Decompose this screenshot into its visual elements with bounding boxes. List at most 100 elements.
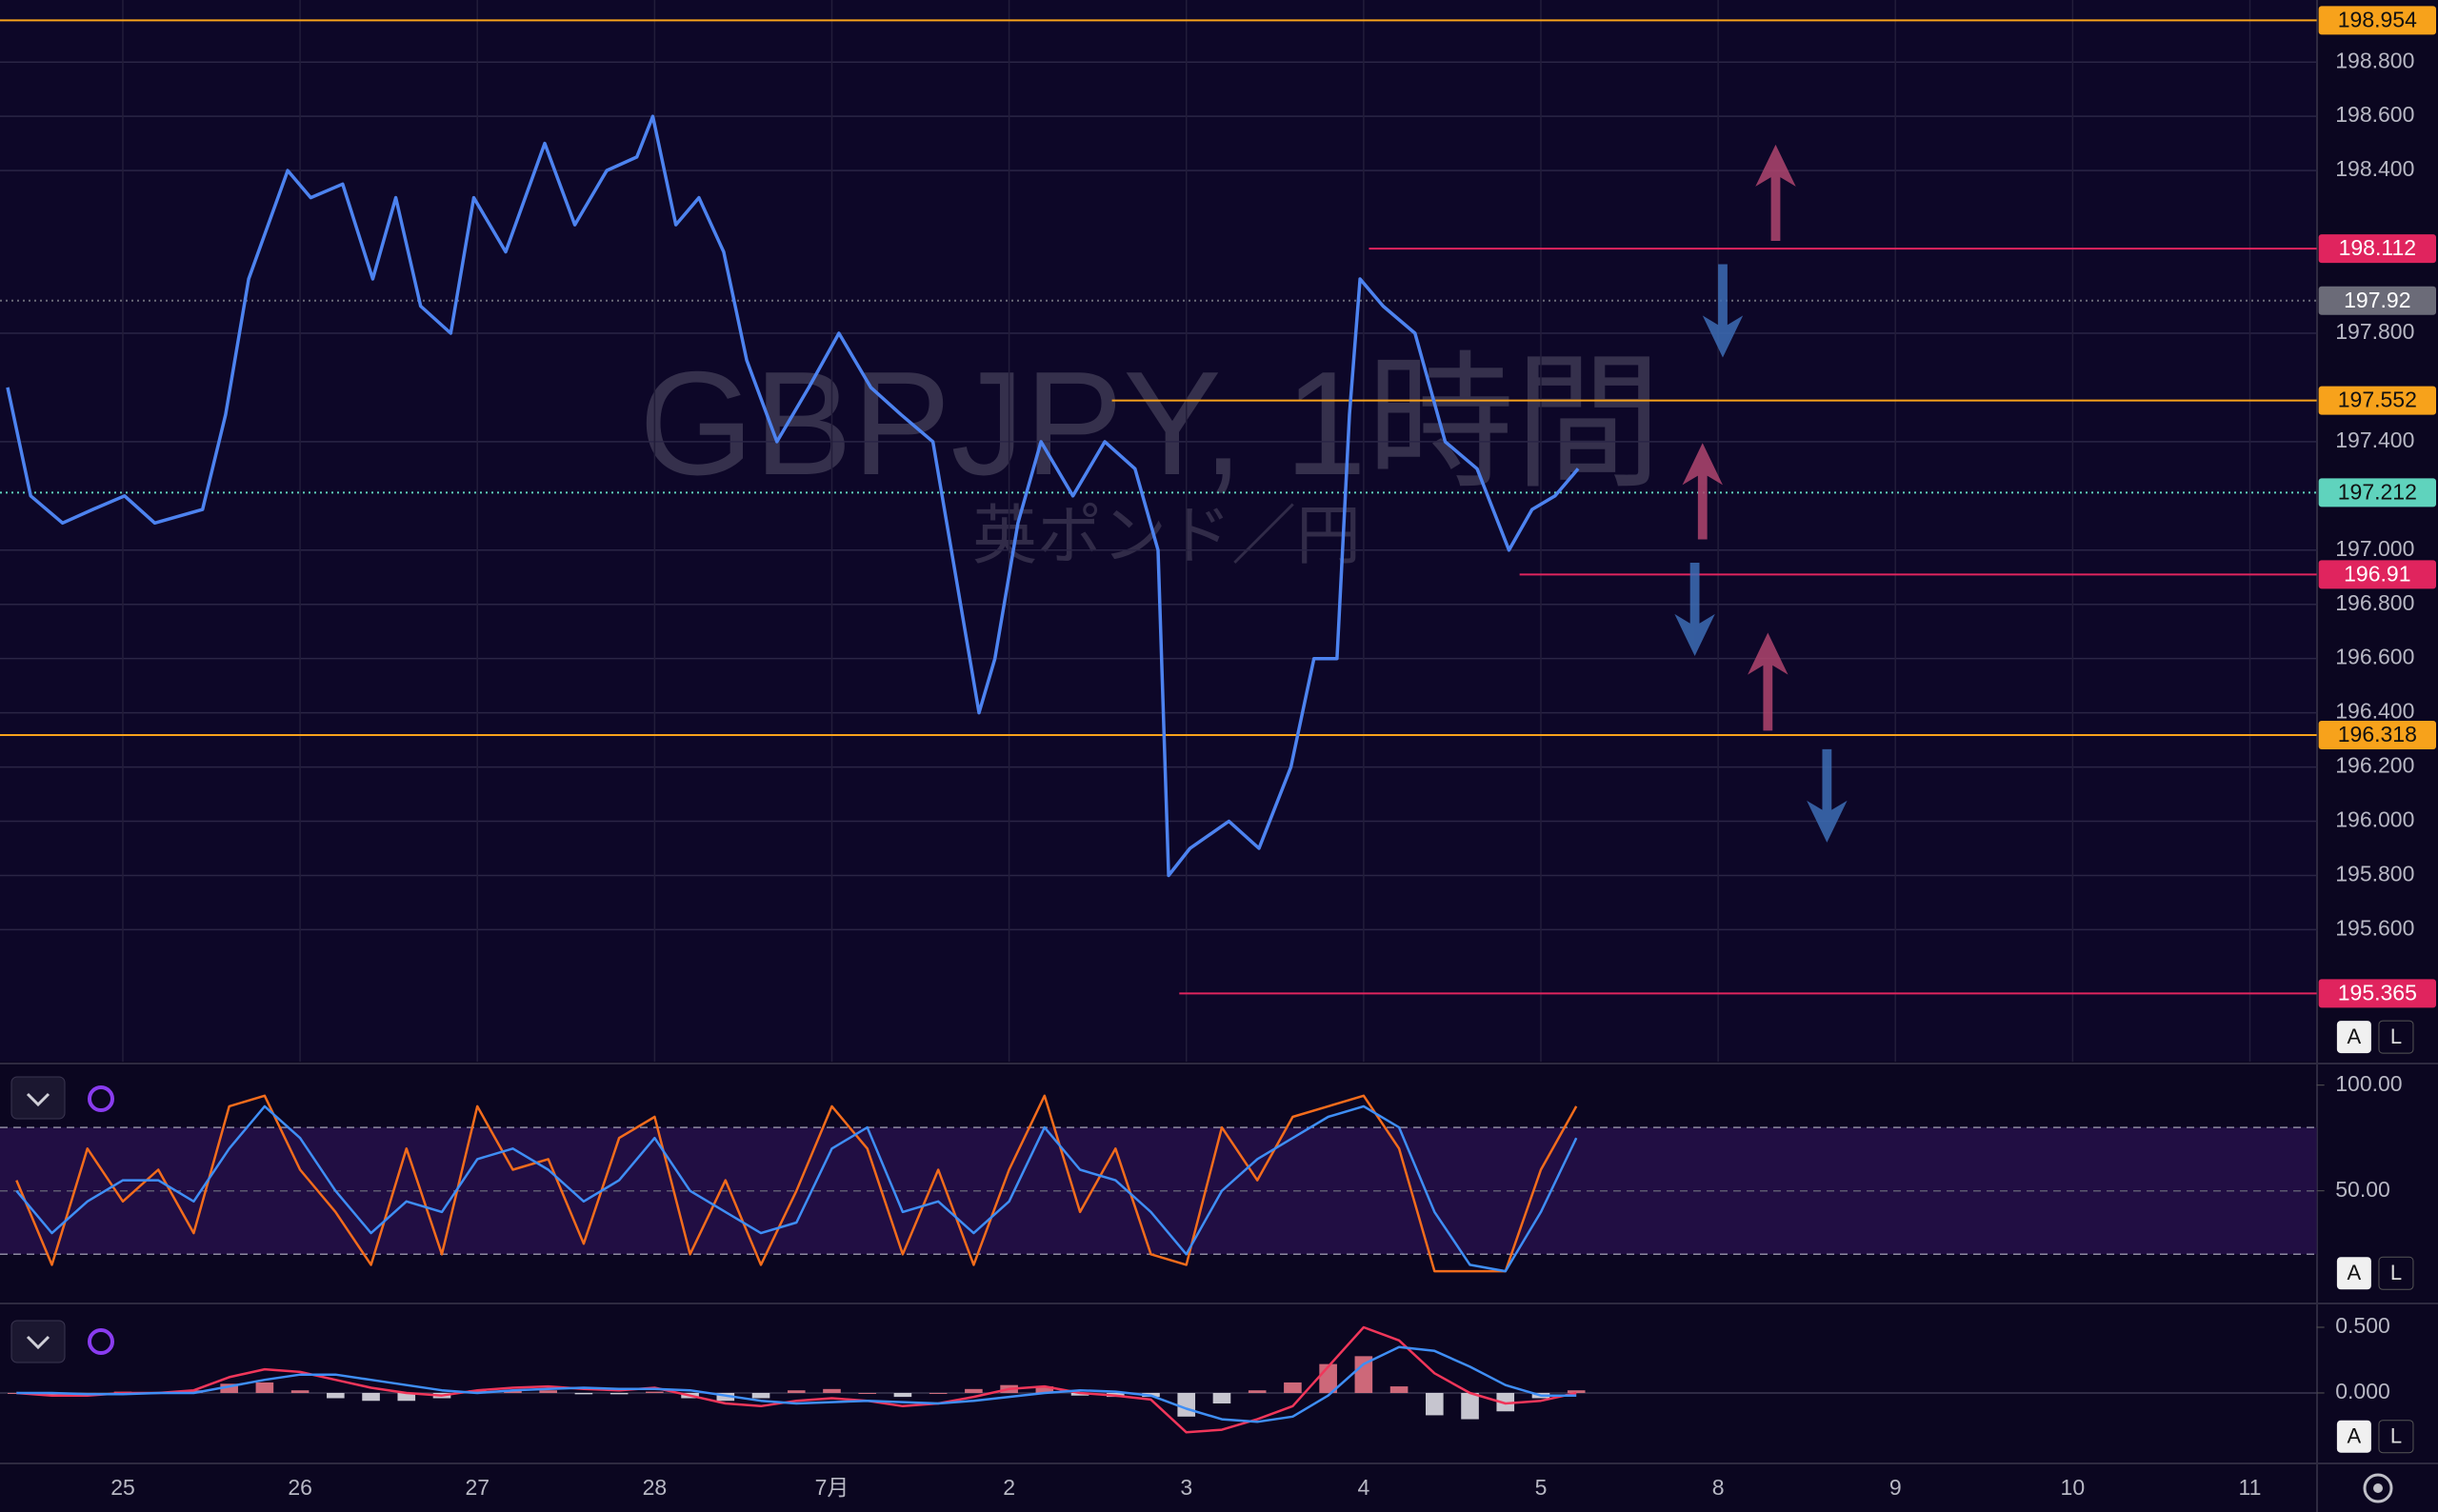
price-tag-label: 196.318 [2338, 722, 2417, 746]
log-scale-label: L [2390, 1025, 2402, 1048]
histogram-bar [1496, 1392, 1515, 1412]
series-line [15, 1094, 1578, 1273]
price-tag-label: 198.112 [2339, 235, 2416, 260]
y-tick-label: 197.000 [2335, 536, 2414, 561]
x-tick-label: 8 [1712, 1475, 1725, 1500]
histogram-bar [1212, 1392, 1231, 1404]
collapse-button[interactable] [10, 1076, 66, 1120]
oscillator-band [0, 1127, 2317, 1255]
histogram-bar [893, 1392, 912, 1398]
y-tick-label: 0.500 [2335, 1313, 2390, 1338]
x-tick-label: 5 [1535, 1475, 1548, 1500]
series-line [16, 1345, 1577, 1423]
chevron-icon [26, 1092, 50, 1107]
y-tick-label: 198.600 [2335, 102, 2414, 127]
x-tick-label: 28 [643, 1475, 668, 1500]
histogram-bar [1035, 1386, 1054, 1393]
y-tick-label: 198.800 [2335, 48, 2414, 72]
y-tick-label: 195.600 [2335, 916, 2414, 941]
histogram-bar [327, 1392, 345, 1399]
price-tag-label: 197.92 [2344, 288, 2410, 312]
y-tick-label: 198.400 [2335, 156, 2414, 181]
y-tick-label: 50.00 [2335, 1177, 2390, 1202]
y-tick-label: 196.400 [2335, 699, 2414, 724]
y-tick-label: 0.000 [2335, 1379, 2390, 1403]
x-tick-label: 27 [465, 1475, 490, 1500]
histogram-bar [787, 1390, 806, 1393]
histogram-bar [1567, 1390, 1586, 1393]
histogram-bar [1177, 1392, 1196, 1417]
histogram-bar [397, 1392, 416, 1402]
price-tag-label: 196.91 [2344, 561, 2410, 586]
log-scale-label: L [2390, 1424, 2402, 1448]
histogram-bar [1389, 1386, 1409, 1393]
y-tick-label: 197.400 [2335, 428, 2414, 452]
log-scale-button[interactable] [2378, 1420, 2414, 1454]
price-tag-label: 198.954 [2338, 7, 2417, 31]
histogram-bar [362, 1392, 380, 1402]
auto-scale-label: A [2348, 1261, 2362, 1284]
auto-scale-button[interactable] [2336, 1257, 2371, 1290]
refresh-icon[interactable] [88, 1085, 114, 1112]
auto-scale-label: A [2348, 1025, 2362, 1048]
price-tag [2318, 720, 2436, 749]
y-tick-label: 196.000 [2335, 807, 2414, 832]
arrow-down [1807, 748, 1848, 843]
auto-scale-button[interactable] [2336, 1420, 2371, 1453]
histogram-bar [646, 1391, 664, 1393]
log-scale-button[interactable] [2378, 1256, 2414, 1290]
x-tick-label: 7月 [815, 1475, 849, 1500]
histogram-bar [255, 1382, 274, 1393]
log-scale-button[interactable] [2378, 1020, 2414, 1054]
watermark-title: GBPJPY, 1時間 [639, 341, 1662, 506]
x-tick-label: 10 [2061, 1475, 2086, 1500]
refresh-icon[interactable] [88, 1328, 114, 1355]
y-tick-label: 196.800 [2335, 590, 2414, 615]
histogram-bar [823, 1388, 841, 1393]
y-tick-label: 196.200 [2335, 753, 2414, 778]
histogram-bar [1070, 1392, 1089, 1396]
histogram-bar [468, 1390, 487, 1393]
histogram-bar [1354, 1356, 1373, 1393]
y-tick-label: 195.800 [2335, 862, 2414, 886]
histogram-bar [716, 1392, 735, 1402]
x-tick-label: 2 [1003, 1475, 1015, 1500]
auto-scale-label: A [2348, 1424, 2362, 1448]
settings-icon-dot [2373, 1483, 2383, 1493]
histogram-bar [220, 1383, 238, 1393]
x-tick-label: 25 [110, 1475, 135, 1500]
histogram-bar [43, 1392, 61, 1396]
histogram-bar [610, 1392, 629, 1395]
price-tag [2318, 386, 2436, 415]
price-panel-bg [0, 0, 2317, 1062]
macd-panel-bg [0, 1307, 2317, 1462]
histogram-bar [965, 1388, 983, 1393]
x-tick-label: 11 [2239, 1475, 2262, 1500]
log-scale-label: L [2390, 1261, 2402, 1284]
price-tag [2318, 286, 2436, 315]
arrow-down [1702, 264, 1744, 358]
y-tick-label: 196.600 [2335, 645, 2414, 669]
x-tick-label: 3 [1180, 1475, 1192, 1500]
histogram-bar [504, 1390, 522, 1393]
price-tag [2318, 560, 2436, 589]
watermark-subtitle: 英ポンド／円 [972, 500, 1361, 572]
arrow-up [1682, 443, 1723, 540]
histogram-bar [858, 1392, 877, 1394]
y-tick-label: 197.800 [2335, 319, 2414, 344]
histogram-bar [1284, 1382, 1302, 1393]
histogram-bar [539, 1390, 557, 1393]
collapse-button[interactable] [10, 1320, 66, 1363]
settings-icon[interactable] [2363, 1473, 2393, 1503]
histogram-bar [929, 1392, 948, 1394]
x-tick-label: 26 [288, 1475, 312, 1500]
x-tick-label: 9 [1889, 1475, 1902, 1500]
price-tag-label: 197.552 [2338, 388, 2417, 412]
price-tag-label: 195.365 [2338, 980, 2417, 1005]
auto-scale-button[interactable] [2336, 1021, 2371, 1054]
histogram-bar [290, 1390, 310, 1393]
panel-controls [10, 1076, 2393, 1503]
histogram-bar [1248, 1390, 1267, 1393]
